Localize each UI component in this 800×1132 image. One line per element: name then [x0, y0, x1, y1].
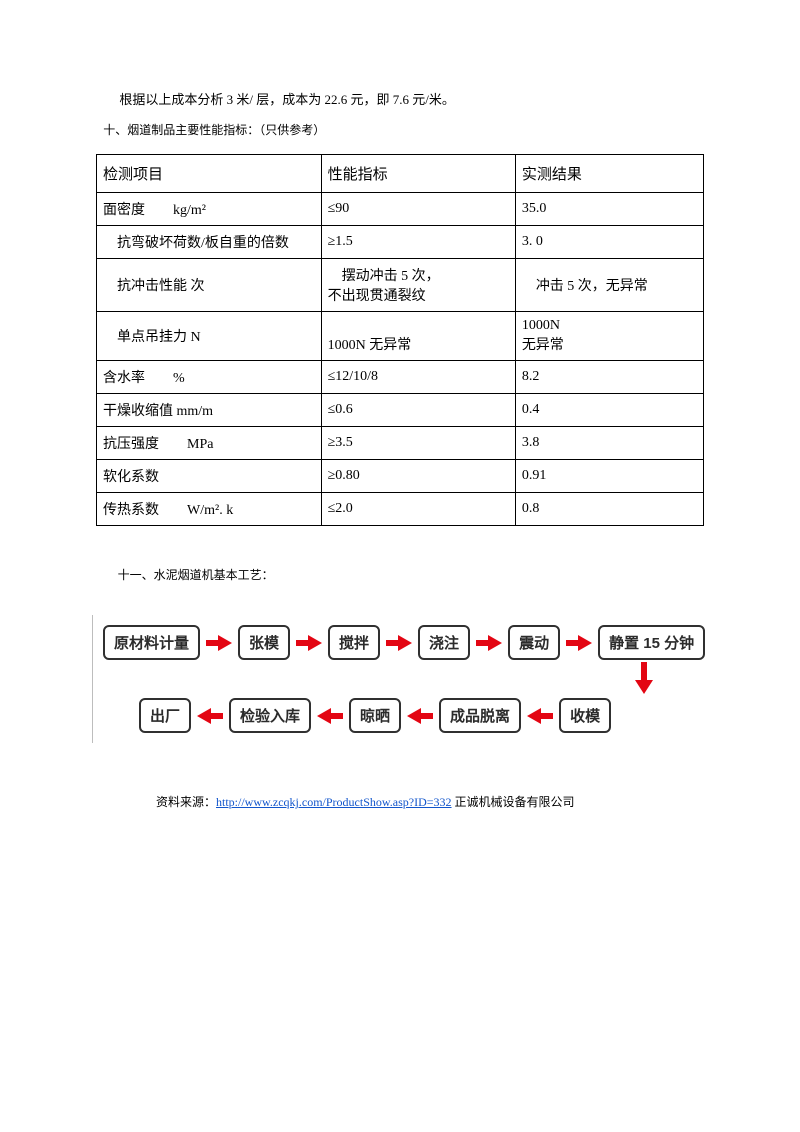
table-cell: ≤90 — [321, 192, 515, 225]
table-cell: 干燥收缩值 mm/m — [97, 393, 322, 426]
table-row: 抗压强度 MPa≥3.53.8 — [97, 426, 704, 459]
table-header-cell: 检测项目 — [97, 154, 322, 192]
source-link[interactable]: http://www.zcqkj.com/ProductShow.asp?ID=… — [216, 795, 452, 809]
table-cell: 抗弯破坏荷数/板自重的倍数 — [97, 225, 322, 258]
flow-node: 浇注 — [418, 625, 470, 660]
arrow-right-icon — [206, 636, 232, 650]
table-cell: 抗冲击性能 次 — [97, 258, 322, 311]
table-row: 抗弯破坏荷数/板自重的倍数≥1.53. 0 — [97, 225, 704, 258]
arrow-right-icon — [476, 636, 502, 650]
table-row: 软化系数≥0.800.91 — [97, 459, 704, 492]
table-header-cell: 实测结果 — [515, 154, 703, 192]
table-cell: 摆动冲击 5 次，不出现贯通裂纹 — [321, 258, 515, 311]
table-cell: 8.2 — [515, 360, 703, 393]
table-cell: 1000N 无异常 — [321, 311, 515, 360]
table-cell: 面密度 kg/m² — [97, 192, 322, 225]
section11-title: 十一、水泥烟道机基本工艺： — [96, 566, 704, 585]
flow-node: 搅拌 — [328, 625, 380, 660]
table-row: 含水率 %≤12/10/88.2 — [97, 360, 704, 393]
arrow-left-icon — [317, 709, 343, 723]
table-cell: 35.0 — [515, 192, 703, 225]
source-line: 资料来源：http://www.zcqkj.com/ProductShow.as… — [156, 793, 704, 810]
table-row: 干燥收缩值 mm/m≤0.60.4 — [97, 393, 704, 426]
arrow-right-icon — [566, 636, 592, 650]
table-header-cell: 性能指标 — [321, 154, 515, 192]
table-cell: ≥1.5 — [321, 225, 515, 258]
flow-node: 静置 15 分钟 — [598, 625, 705, 660]
intro-paragraph: 根据以上成本分析 3 米/ 层，成本为 22.6 元，即 7.6 元/米。 — [96, 90, 704, 111]
flow-node: 检验入库 — [229, 698, 311, 733]
arrow-right-icon — [296, 636, 322, 650]
flow-node: 张模 — [238, 625, 290, 660]
flow-node: 原材料计量 — [103, 625, 200, 660]
table-cell: ≤12/10/8 — [321, 360, 515, 393]
flow-row-1: 原材料计量 张模 搅拌 浇注 震动 静置 15 分钟 — [103, 625, 704, 660]
table-row: 单点吊挂力 N1000N 无异常1000N无异常 — [97, 311, 704, 360]
table-cell: 抗压强度 MPa — [97, 426, 322, 459]
table-cell: 0.91 — [515, 459, 703, 492]
table-cell: ≤2.0 — [321, 492, 515, 525]
table-cell: ≤0.6 — [321, 393, 515, 426]
table-row: 面密度 kg/m²≤9035.0 — [97, 192, 704, 225]
table-row: 传热系数 W/m². k≤2.00.8 — [97, 492, 704, 525]
table-cell: ≥0.80 — [321, 459, 515, 492]
table-cell: 冲击 5 次，无异常 — [515, 258, 703, 311]
table-cell: 软化系数 — [97, 459, 322, 492]
table-cell: 单点吊挂力 N — [97, 311, 322, 360]
flow-down-connector — [93, 662, 688, 696]
flow-node: 出厂 — [139, 698, 191, 733]
source-suffix: 正诚机械设备有限公司 — [452, 795, 575, 809]
arrow-left-icon — [527, 709, 553, 723]
flow-node: 震动 — [508, 625, 560, 660]
table-cell: 1000N无异常 — [515, 311, 703, 360]
flow-node: 成品脱离 — [439, 698, 521, 733]
table-row: 抗冲击性能 次 摆动冲击 5 次，不出现贯通裂纹 冲击 5 次，无异常 — [97, 258, 704, 311]
arrow-left-icon — [407, 709, 433, 723]
spec-table: 检测项目 性能指标 实测结果 面密度 kg/m²≤9035.0 抗弯破坏荷数/板… — [96, 154, 704, 526]
flowchart: 原材料计量 张模 搅拌 浇注 震动 静置 15 分钟 出厂 检验入库 晾晒 成品脱离 收模 — [92, 615, 704, 743]
flow-node: 收模 — [559, 698, 611, 733]
flow-node: 晾晒 — [349, 698, 401, 733]
table-cell: ≥3.5 — [321, 426, 515, 459]
flow-row-2: 出厂 检验入库 晾晒 成品脱离 收模 — [139, 698, 704, 733]
source-prefix: 资料来源： — [156, 795, 216, 809]
table-cell: 0.4 — [515, 393, 703, 426]
table-cell: 3. 0 — [515, 225, 703, 258]
table-cell: 0.8 — [515, 492, 703, 525]
arrow-down-icon — [636, 662, 652, 696]
arrow-left-icon — [197, 709, 223, 723]
table-cell: 含水率 % — [97, 360, 322, 393]
table-cell: 3.8 — [515, 426, 703, 459]
arrow-right-icon — [386, 636, 412, 650]
table-header-row: 检测项目 性能指标 实测结果 — [97, 154, 704, 192]
section10-title: 十、烟道制品主要性能指标：（只供参考） — [96, 121, 704, 140]
table-cell: 传热系数 W/m². k — [97, 492, 322, 525]
